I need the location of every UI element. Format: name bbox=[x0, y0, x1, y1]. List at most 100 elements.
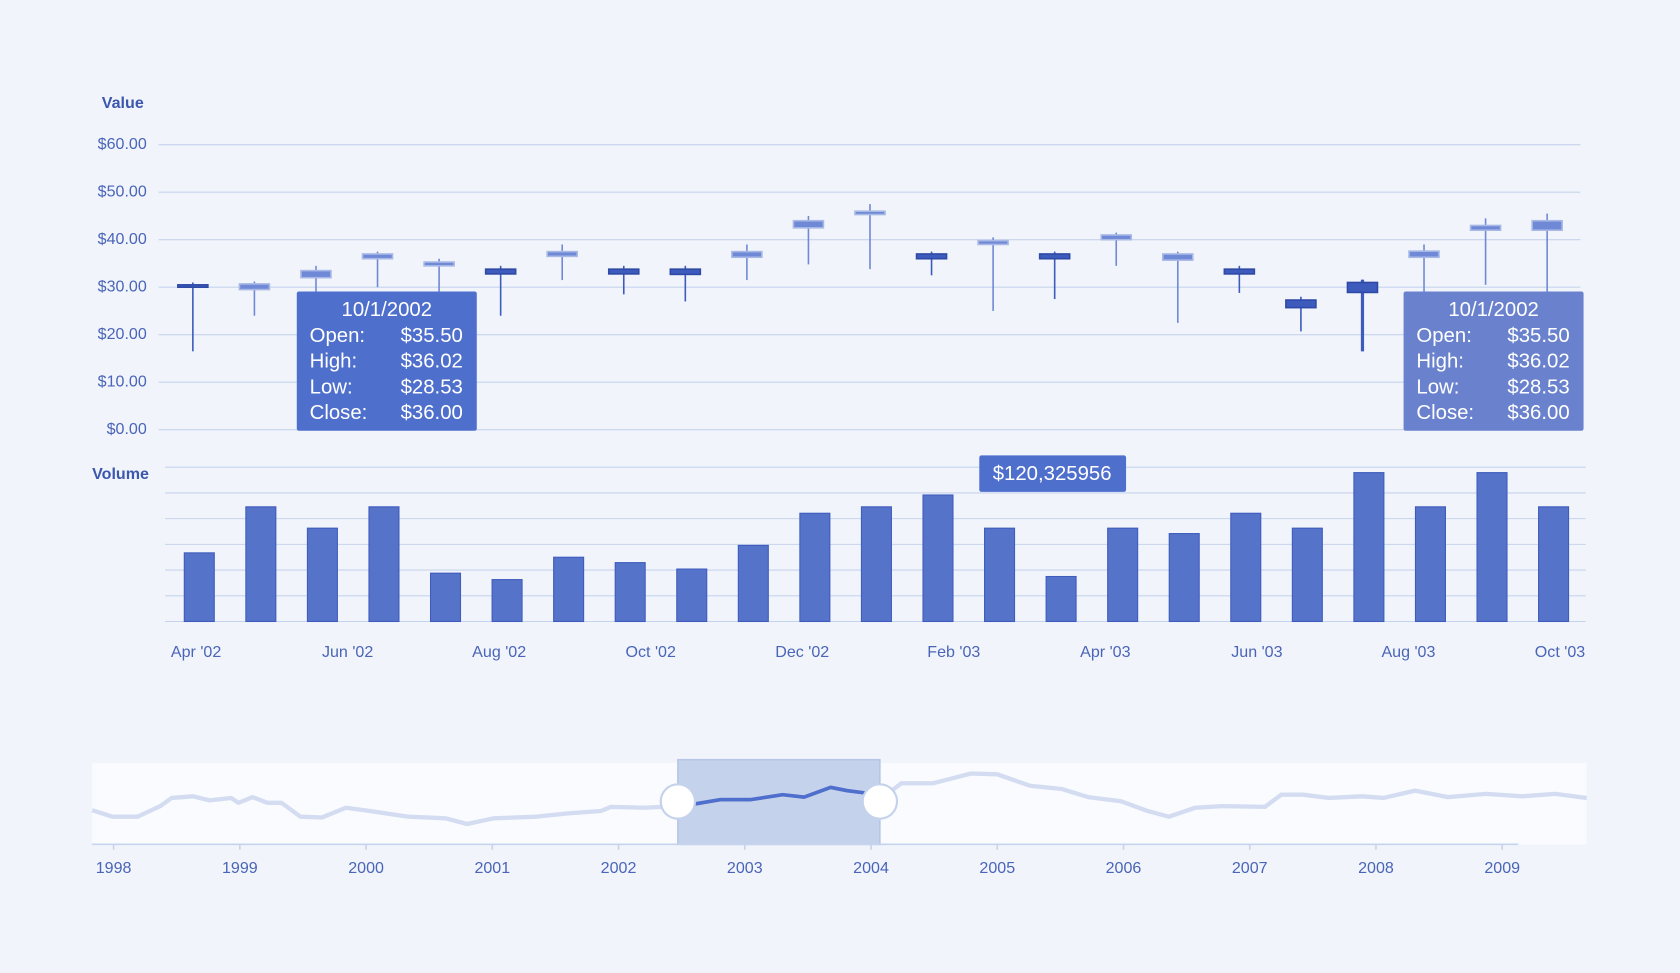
tooltip-value: $36.02 bbox=[1507, 351, 1569, 373]
tooltip-title: 10/1/2002 bbox=[1448, 299, 1539, 321]
candle-body bbox=[1531, 219, 1563, 232]
candle-body bbox=[1408, 250, 1440, 259]
navigator-handle[interactable] bbox=[659, 783, 697, 820]
x-tick-label: 2009 bbox=[1484, 859, 1520, 877]
volume-bar bbox=[245, 506, 277, 623]
x-tick-label: Apr '03 bbox=[1080, 643, 1130, 661]
volume-bar bbox=[799, 512, 831, 623]
candle-body bbox=[546, 250, 579, 258]
tooltip-box bbox=[1403, 291, 1584, 431]
x-tick-label: Jun '03 bbox=[1231, 643, 1282, 661]
value-axis-label: Value bbox=[102, 94, 144, 112]
x-tick-label: Oct '02 bbox=[626, 643, 676, 661]
candle-body bbox=[300, 269, 332, 279]
tooltip-label: Low: bbox=[310, 376, 353, 398]
tooltip-value: $28.53 bbox=[1507, 376, 1569, 398]
candle-body bbox=[1285, 299, 1317, 309]
candle-body bbox=[915, 253, 948, 260]
tooltip-value: $28.53 bbox=[401, 376, 463, 398]
tooltip-label: High: bbox=[310, 351, 358, 373]
y-tick-label: $50.00 bbox=[98, 182, 147, 200]
candle-body bbox=[669, 268, 702, 276]
x-tick-label: 2003 bbox=[727, 859, 763, 877]
x-tick-label: Apr '02 bbox=[171, 643, 221, 661]
volume-bar bbox=[1414, 506, 1446, 623]
volume-bar bbox=[368, 506, 400, 623]
x-tick-label: Aug '03 bbox=[1381, 643, 1435, 661]
volume-bar bbox=[614, 562, 646, 623]
volume-tooltip: $120,325956 bbox=[993, 463, 1112, 485]
volume-tooltip-box bbox=[979, 455, 1127, 492]
candle-body bbox=[1469, 224, 1502, 232]
tooltip-label: Open: bbox=[1416, 325, 1471, 347]
x-tick-label: Jun '02 bbox=[322, 643, 373, 661]
tooltip-value: $35.50 bbox=[1507, 325, 1569, 347]
volume-bar bbox=[1291, 527, 1323, 623]
volume-bar bbox=[676, 568, 708, 623]
x-tick-label: Oct '03 bbox=[1535, 643, 1585, 661]
x-tick-label: 2005 bbox=[979, 859, 1015, 877]
volume-axis-label: Volume bbox=[92, 465, 149, 483]
x-tick-label: 2004 bbox=[853, 859, 889, 877]
tooltip-label: Open: bbox=[310, 325, 365, 347]
volume-bar bbox=[737, 544, 769, 623]
y-tick-label: $60.00 bbox=[98, 135, 147, 153]
volume-bar bbox=[553, 556, 585, 623]
x-tick-label: 2008 bbox=[1358, 859, 1394, 877]
volume-bar bbox=[1538, 506, 1570, 623]
y-tick-label: $0.00 bbox=[107, 420, 147, 438]
x-tick-label: 1999 bbox=[222, 859, 258, 877]
candle-body bbox=[1223, 268, 1256, 275]
candle-body bbox=[177, 284, 209, 289]
candle-body bbox=[1038, 253, 1071, 260]
tooltip-label: Close: bbox=[310, 402, 368, 424]
tooltip-title: 10/1/2002 bbox=[342, 299, 433, 321]
y-tick-label: $40.00 bbox=[98, 230, 147, 248]
volume-bar bbox=[1045, 575, 1077, 623]
candle-body bbox=[361, 253, 394, 260]
candle-body bbox=[1161, 253, 1194, 261]
volume-bar bbox=[183, 552, 215, 623]
x-tick-label: Feb '03 bbox=[927, 643, 980, 661]
y-tick-label: $10.00 bbox=[98, 372, 147, 390]
navigator-selected-line bbox=[677, 785, 880, 808]
tooltip-box bbox=[296, 291, 477, 431]
volume-bar bbox=[984, 527, 1016, 623]
tooltip-value: $35.50 bbox=[401, 325, 463, 347]
candle-body bbox=[238, 283, 271, 291]
volume-bar bbox=[1353, 472, 1385, 623]
volume-bar bbox=[429, 572, 462, 623]
x-tick-label: 2006 bbox=[1106, 859, 1142, 877]
volume-bar bbox=[1476, 472, 1508, 623]
x-tick-label: 1998 bbox=[96, 859, 132, 877]
volume-bar bbox=[1230, 512, 1262, 623]
tooltip-label: Low: bbox=[1416, 376, 1459, 398]
candle-body bbox=[731, 250, 763, 259]
navigator-handle[interactable] bbox=[861, 783, 899, 820]
volume-bar bbox=[1168, 533, 1200, 623]
x-tick-label: 2007 bbox=[1232, 859, 1268, 877]
candle-body bbox=[1346, 281, 1379, 294]
volume-bar bbox=[491, 579, 523, 623]
x-tick-label: 2002 bbox=[601, 859, 637, 877]
volume-bar bbox=[860, 506, 892, 623]
x-tick-label: 2001 bbox=[474, 859, 510, 877]
x-tick-label: Aug '02 bbox=[472, 643, 526, 661]
tooltip-value: $36.00 bbox=[1507, 402, 1569, 424]
candle-body bbox=[792, 219, 825, 229]
candle-body bbox=[854, 210, 886, 216]
candle-body bbox=[423, 261, 455, 267]
tooltip-label: High: bbox=[1416, 351, 1464, 373]
y-tick-label: $20.00 bbox=[98, 325, 147, 343]
tooltip-label: Close: bbox=[1416, 402, 1474, 424]
candle-body bbox=[607, 268, 640, 275]
candle-body bbox=[484, 268, 517, 275]
x-tick-label: Dec '02 bbox=[775, 643, 829, 661]
tooltip-value: $36.02 bbox=[401, 351, 463, 373]
candle-body bbox=[977, 239, 1009, 246]
volume-bar bbox=[1107, 527, 1139, 623]
volume-bar bbox=[922, 494, 954, 623]
tooltip-value: $36.00 bbox=[401, 402, 463, 424]
